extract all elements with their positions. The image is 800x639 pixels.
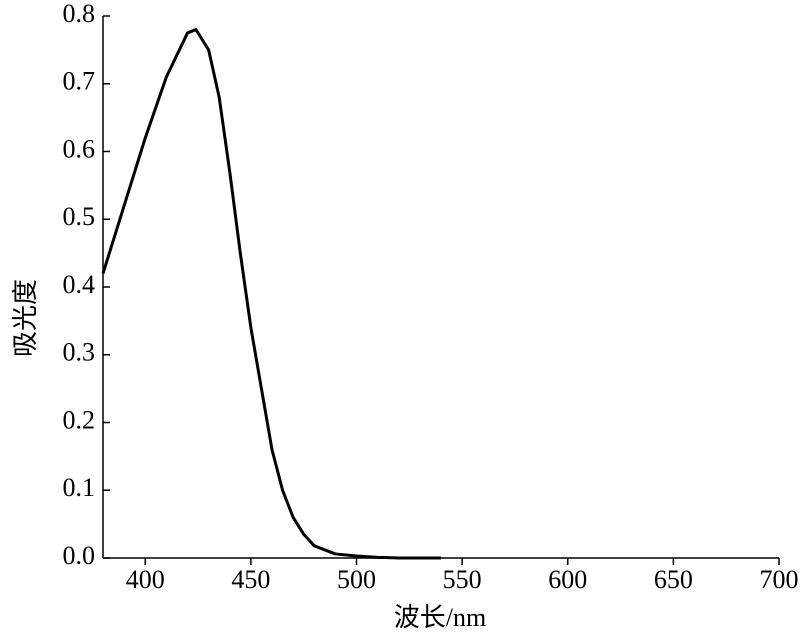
- y-tick-label: 0.7: [63, 67, 96, 96]
- y-tick-label: 0.3: [63, 338, 96, 367]
- x-tick-label: 650: [654, 565, 693, 594]
- data-line: [101, 28, 441, 560]
- x-axis-label: 波长/nm: [394, 603, 486, 632]
- y-tick-label: 0.6: [63, 134, 96, 163]
- x-tick-label: 550: [443, 565, 482, 594]
- x-tick-label: 500: [337, 565, 376, 594]
- x-tick-label: 450: [231, 565, 270, 594]
- y-tick-label: 0.0: [63, 541, 96, 570]
- y-tick-label: 0.4: [63, 270, 96, 299]
- y-tick-label: 0.5: [63, 202, 96, 231]
- y-tick-label: 0.8: [63, 0, 96, 28]
- x-tick-label: 700: [760, 565, 799, 594]
- y-axis-label: 吸光度: [11, 279, 40, 357]
- x-tick-label: 600: [548, 565, 587, 594]
- y-tick-label: 0.1: [63, 473, 96, 502]
- y-tick-label: 0.2: [63, 405, 96, 434]
- x-tick-label: 400: [126, 565, 165, 594]
